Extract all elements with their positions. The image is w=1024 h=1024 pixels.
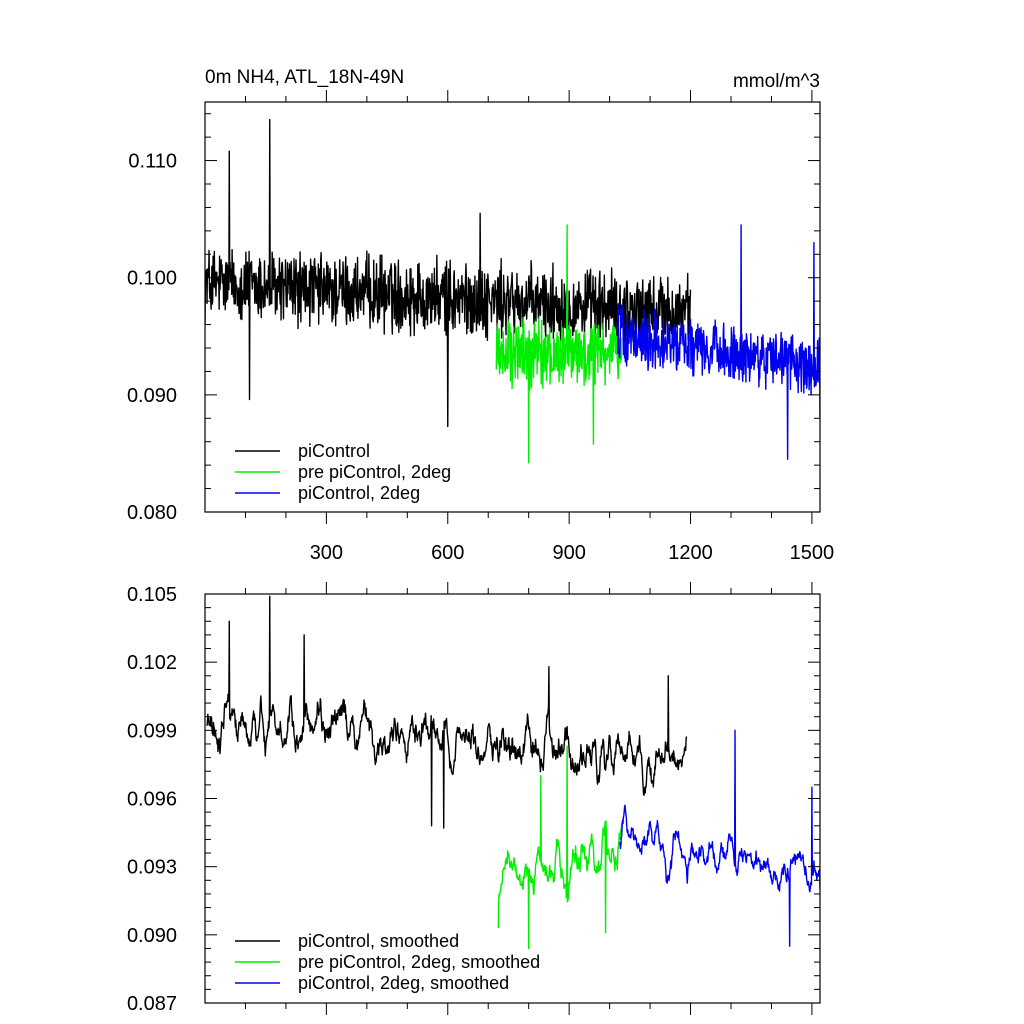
series-line-1 xyxy=(205,118,692,428)
legend-label: pre piControl, 2deg, smoothed xyxy=(298,952,540,972)
y-tick-label: 0.087 xyxy=(127,993,177,1015)
x-tick-label: 300 xyxy=(310,542,343,564)
y-tick-label: 0.080 xyxy=(127,502,177,524)
series-line-2 xyxy=(495,224,623,464)
y-tick-label: 0.099 xyxy=(127,720,177,742)
y-tick-label: 0.090 xyxy=(127,385,177,407)
y-tick-label: 0.100 xyxy=(127,268,177,290)
legend-label: piControl xyxy=(298,441,370,461)
plot-frame xyxy=(204,101,821,513)
bottom-panel: 0.087 0.090 0.093 0.096 0.099 0.102 0.105 piCon… xyxy=(127,582,821,1015)
legend-label: piControl, 2deg, smoothed xyxy=(298,973,509,993)
top-panel: 0.080 0.090 0.100 0.110 300 600 900 1200 1500 piC… xyxy=(127,67,834,564)
legend-label: piControl, smoothed xyxy=(298,931,459,951)
series-line-2 xyxy=(497,745,623,950)
series-line-1 xyxy=(206,595,688,829)
legend-label: pre piControl, 2deg xyxy=(298,462,451,482)
x-tick-label: 900 xyxy=(552,542,585,564)
x-tick-label: 1200 xyxy=(668,542,713,564)
chart-title: 0m NH4, ATL_18N-49N xyxy=(205,67,404,88)
series-line-3 xyxy=(617,224,820,460)
y-tick-label: 0.093 xyxy=(127,857,177,879)
y-tick-label: 0.105 xyxy=(127,584,177,606)
chart-units: mmol/m^3 xyxy=(733,71,820,92)
legend-label: piControl, 2deg xyxy=(298,483,420,503)
x-tick-label: 600 xyxy=(431,542,464,564)
y-tick-label: 0.090 xyxy=(127,925,177,947)
y-tick-label: 0.110 xyxy=(128,151,177,173)
y-tick-label: 0.102 xyxy=(127,652,177,674)
y-tick-label: 0.096 xyxy=(127,789,177,811)
series-line-3 xyxy=(619,729,820,947)
x-tick-label: 1500 xyxy=(790,542,835,564)
